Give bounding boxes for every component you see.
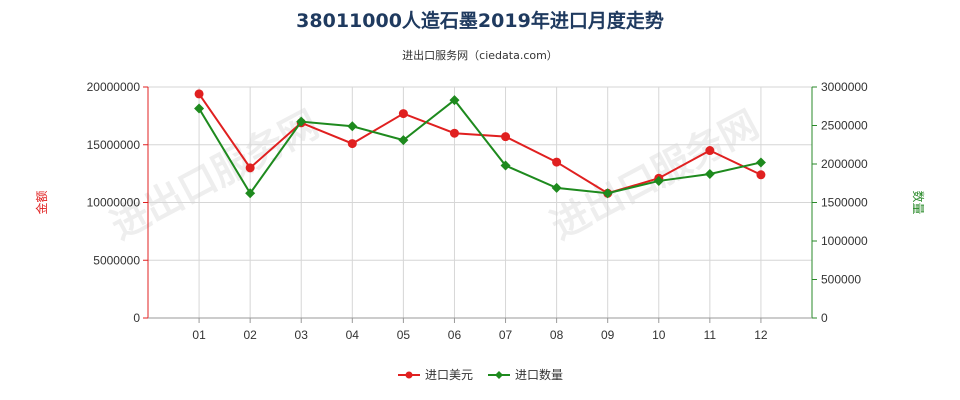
data-point — [449, 128, 459, 138]
data-point — [704, 169, 715, 180]
legend-label: 进口数量 — [515, 367, 563, 382]
legend-swatch-marker — [495, 371, 503, 379]
watermark-text: 进出口服务网 — [104, 102, 326, 248]
x-tick-label: 02 — [243, 328, 257, 342]
data-point — [245, 188, 256, 199]
data-point — [602, 188, 613, 199]
data-point — [296, 116, 307, 127]
series-line — [198, 98, 762, 196]
y-tick-right-label: 2000000 — [821, 157, 868, 171]
y-tick-right-label: 500000 — [821, 273, 861, 287]
y-tick-right-label: 1000000 — [821, 234, 868, 248]
x-tick-label: 09 — [601, 328, 615, 342]
y-tick-left-label: 5000000 — [93, 253, 140, 267]
x-tick-label: 11 — [704, 328, 717, 342]
chart-subtitle: 进出口服务网（ciedata.com） — [402, 48, 558, 62]
series-line — [198, 93, 762, 195]
x-tick-label: 12 — [754, 328, 768, 342]
data-point — [449, 95, 460, 106]
data-point — [501, 132, 511, 142]
y-tick-right-label: 2500000 — [821, 119, 868, 133]
series-layer — [194, 89, 766, 199]
x-tick-label: 10 — [652, 328, 666, 342]
x-tick-label: 05 — [397, 328, 411, 342]
y-tick-left-label: 0 — [133, 311, 140, 325]
data-point — [653, 175, 664, 186]
legend-label: 进口美元 — [425, 368, 473, 382]
y-tick-left-label: 10000000 — [87, 196, 141, 210]
data-point — [756, 170, 766, 180]
x-tick-label: 06 — [448, 328, 462, 342]
y-tick-left-label: 15000000 — [87, 138, 141, 152]
y-tick-left-label: 20000000 — [87, 80, 141, 94]
data-point — [347, 139, 357, 149]
x-tick-label: 03 — [295, 328, 309, 342]
x-tick-label: 04 — [346, 328, 360, 342]
y-axis-left-ticks: 0 5000000 10000000 15000000 20000000 — [87, 80, 148, 325]
y-tick-right-label: 0 — [821, 311, 828, 325]
y-axis-right-ticks: 0 500000 1000000 1500000 2000000 2500000 30000… — [812, 80, 868, 325]
y-tick-right-label: 3000000 — [821, 80, 868, 94]
data-point — [500, 160, 511, 171]
data-point — [552, 157, 562, 167]
x-tick-label: 08 — [550, 328, 564, 342]
legend-swatch-marker — [405, 371, 413, 379]
x-tick-label: 07 — [499, 328, 513, 342]
y-axis-left-label: 金额 — [34, 190, 49, 214]
data-point — [194, 103, 205, 114]
x-axis-ticks: 01 02 03 04 05 06 07 08 09 10 11 12 — [192, 318, 768, 342]
y-tick-right-label: 1500000 — [821, 196, 868, 210]
data-point — [245, 163, 255, 173]
series-2 — [194, 95, 766, 199]
y-axis-right-label: 数量 — [911, 190, 926, 214]
data-point — [705, 146, 715, 156]
legend: 进口美元 进口数量 — [398, 367, 563, 382]
chart-title: 38011000人造石墨2019年进口月度走势 — [296, 9, 664, 32]
x-tick-label: 01 — [192, 328, 206, 342]
data-point — [194, 89, 204, 99]
data-point — [398, 135, 409, 146]
data-point — [551, 182, 562, 193]
data-point — [347, 121, 358, 132]
data-point — [755, 157, 766, 168]
data-point — [398, 109, 408, 119]
